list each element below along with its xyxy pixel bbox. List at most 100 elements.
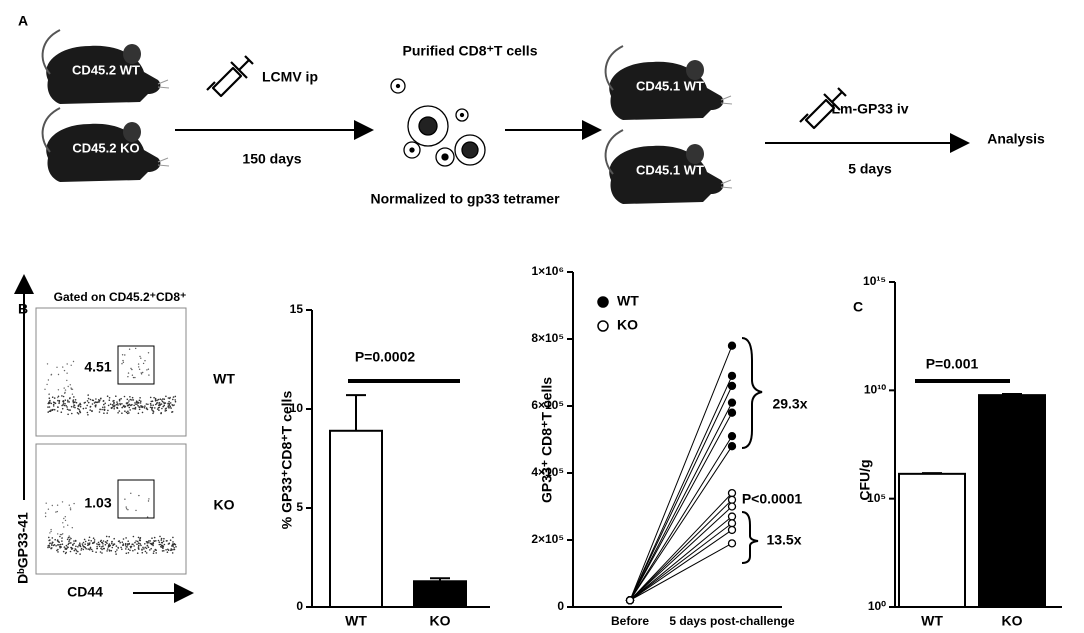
y-axis-label: CFU/g	[857, 459, 873, 500]
flow-dot	[79, 402, 81, 405]
injection-label: LCMV ip	[262, 69, 318, 85]
flow-dot	[127, 410, 129, 413]
y-tick-label: 10¹⁵	[863, 274, 886, 288]
flow-dot	[78, 404, 80, 406]
flow-dot	[89, 409, 91, 411]
pair-line	[629, 499, 733, 601]
flow-dot	[152, 552, 155, 554]
flow-dot	[136, 403, 138, 405]
flow-dot	[79, 545, 82, 548]
flow-dot	[143, 407, 146, 409]
flow-dot	[66, 406, 68, 408]
flow-dot	[67, 385, 69, 388]
flow-dot	[170, 407, 172, 409]
flow-dot	[137, 536, 140, 539]
flow-dot	[96, 401, 99, 404]
flow-dot	[97, 541, 100, 544]
flow-dot	[117, 546, 119, 549]
flow-dot	[129, 409, 131, 411]
flow-dot	[71, 547, 74, 550]
flow-dot	[106, 548, 109, 550]
flow-dot	[100, 547, 102, 550]
flow-dot	[49, 399, 51, 402]
flow-dot	[155, 402, 158, 405]
flow-dot	[152, 412, 154, 415]
flow-dot	[89, 546, 92, 549]
y-tick-label: 2×10⁵	[531, 532, 564, 546]
flow-dot	[122, 359, 124, 362]
flow-dot	[74, 406, 76, 409]
flow-dot	[125, 548, 127, 550]
flow-dot	[69, 550, 72, 553]
flow-dot	[87, 394, 89, 396]
flow-dot	[69, 542, 71, 544]
flow-dot	[86, 404, 88, 407]
flow-dot	[143, 548, 145, 550]
flow-dot	[174, 399, 176, 401]
flow-dot	[61, 395, 63, 397]
x-tick-label: WT	[345, 613, 367, 629]
flow-dot	[66, 546, 69, 548]
flow-dot	[102, 543, 104, 545]
flow-dot	[149, 396, 152, 399]
flow-dot	[140, 406, 142, 408]
flow-dot	[54, 538, 56, 541]
flow-dot	[152, 541, 154, 544]
flow-dot	[51, 542, 53, 545]
flow-dot	[142, 362, 145, 365]
flow-dot	[79, 403, 82, 406]
flow-dot	[172, 398, 174, 401]
flow-dot	[128, 542, 131, 545]
flow-dot	[167, 549, 170, 551]
flow-dot	[88, 539, 90, 542]
flow-dot	[134, 376, 136, 379]
flow-dot	[134, 406, 137, 409]
flow-dot	[128, 348, 131, 350]
flow-dot	[138, 544, 140, 547]
flow-dot	[82, 407, 85, 410]
flow-dot	[135, 347, 137, 350]
flow-dot	[110, 549, 113, 552]
flow-dot	[137, 404, 139, 407]
annotation: P=0.0002	[355, 349, 416, 365]
flow-dot	[75, 550, 78, 552]
flow-dot	[108, 550, 111, 552]
flow-dot	[103, 403, 105, 406]
flow-dot	[107, 404, 110, 407]
flow-dot	[57, 533, 59, 535]
flow-dot	[47, 508, 50, 510]
flow-dot	[113, 403, 115, 405]
flow-dot	[56, 540, 59, 542]
flow-dot	[48, 546, 51, 548]
flow-dot	[79, 553, 81, 555]
flow-dot	[127, 548, 130, 550]
flow-dot	[107, 546, 110, 548]
mouse-label: CD45.2 WT	[72, 62, 140, 77]
flow-dot	[139, 397, 141, 399]
flow-dot	[94, 404, 97, 407]
flow-dot	[90, 548, 93, 551]
flow-dot	[148, 540, 150, 542]
flow-dot	[149, 402, 152, 405]
flow-dot	[63, 404, 66, 407]
flow-dot	[122, 538, 125, 540]
pair-line	[629, 385, 733, 601]
mouse-label: CD45.1 WT	[636, 78, 704, 93]
flow-dot	[119, 541, 121, 544]
flow-dot	[73, 549, 76, 552]
bar	[329, 429, 383, 608]
flow-dot	[50, 402, 53, 405]
flow-dot	[115, 545, 118, 547]
flow-dot	[150, 400, 153, 403]
flow-dot	[157, 539, 160, 542]
flow-dot	[116, 403, 119, 405]
flow-dot	[66, 379, 68, 382]
flow-dot	[125, 552, 128, 555]
flow-dot	[140, 400, 142, 403]
flow-dot	[70, 364, 72, 366]
flow-dot	[82, 548, 85, 551]
flow-dot	[142, 371, 144, 374]
flow-dot	[165, 395, 167, 398]
flow-dot	[124, 410, 126, 413]
flow-dot	[50, 373, 53, 376]
